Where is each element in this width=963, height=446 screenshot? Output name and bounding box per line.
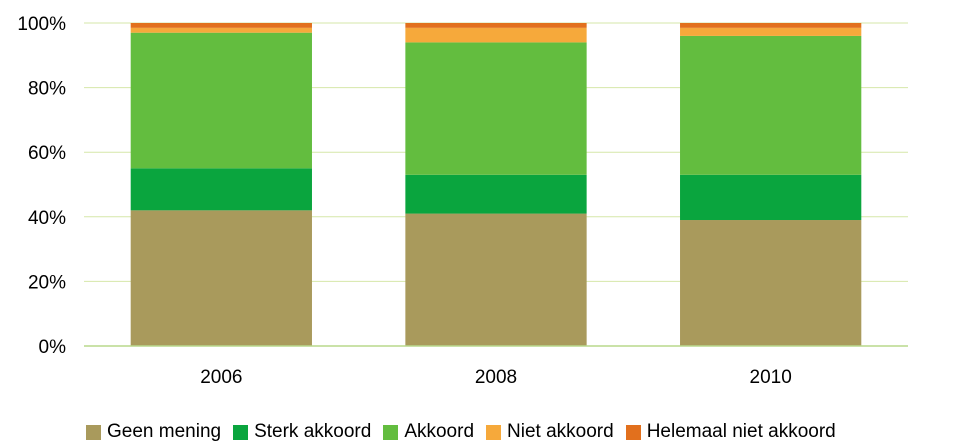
legend-item: Helemaal niet akkoord bbox=[625, 421, 836, 443]
bar-segment-2008-4 bbox=[405, 23, 587, 28]
y-tick-label: 60% bbox=[28, 143, 66, 164]
bar-segment-2008-0 bbox=[405, 213, 587, 346]
bar-segment-2008-3 bbox=[405, 27, 587, 43]
legend-item: Geen mening bbox=[86, 421, 221, 443]
y-tick-label: 20% bbox=[28, 272, 66, 293]
bar-segment-2010-4 bbox=[680, 23, 862, 28]
bar-segment-2008-1 bbox=[405, 174, 587, 214]
legend-label: Sterk akkoord bbox=[254, 421, 372, 442]
legend-item: Sterk akkoord bbox=[233, 421, 371, 443]
legend-swatch bbox=[625, 424, 641, 440]
bar-segment-2010-1 bbox=[680, 174, 862, 221]
legend-item: Akkoord bbox=[383, 421, 474, 443]
legend-label: Akkoord bbox=[404, 421, 475, 442]
bar-segment-2010-0 bbox=[680, 220, 862, 346]
bar-segment-2006-2 bbox=[130, 32, 312, 169]
y-tick-label: 80% bbox=[28, 79, 66, 100]
legend-label: Geen mening bbox=[107, 421, 222, 442]
y-tick-label: 40% bbox=[28, 208, 66, 229]
bar-segment-2010-2 bbox=[680, 35, 862, 175]
bars bbox=[130, 23, 862, 346]
x-tick-label: 2008 bbox=[475, 367, 517, 388]
legend-swatch bbox=[86, 424, 101, 440]
x-tick-label: 2010 bbox=[750, 367, 792, 388]
legend-swatch bbox=[486, 424, 502, 440]
bar-segment-2006-4 bbox=[130, 23, 312, 28]
legend-swatch bbox=[383, 424, 399, 440]
legend-label: Helemaal niet akkoord bbox=[646, 421, 836, 442]
legend-item: Niet akkoord bbox=[486, 421, 614, 443]
bar-segment-2008-2 bbox=[405, 42, 587, 175]
bar-segment-2010-3 bbox=[680, 27, 862, 36]
y-tick-label: 0% bbox=[39, 337, 67, 358]
bar-segment-2006-1 bbox=[130, 168, 312, 211]
legend-swatch bbox=[233, 424, 249, 440]
x-tick-label: 2006 bbox=[200, 367, 242, 388]
legend-label: Niet akkoord bbox=[507, 421, 614, 442]
legend: Geen mening Sterk akkoord Akkoord Niet akko… bbox=[86, 420, 848, 444]
y-tick-label: 100% bbox=[17, 14, 66, 35]
stacked-bar-chart: 0% 20% 40% 60% 80% 100% 2006 2008 2010 bbox=[17, 14, 908, 388]
axes: 0% 20% 40% 60% 80% 100% 2006 2008 2010 bbox=[17, 14, 908, 388]
bar-segment-2006-0 bbox=[130, 210, 312, 346]
bar-segment-2006-3 bbox=[130, 27, 312, 33]
